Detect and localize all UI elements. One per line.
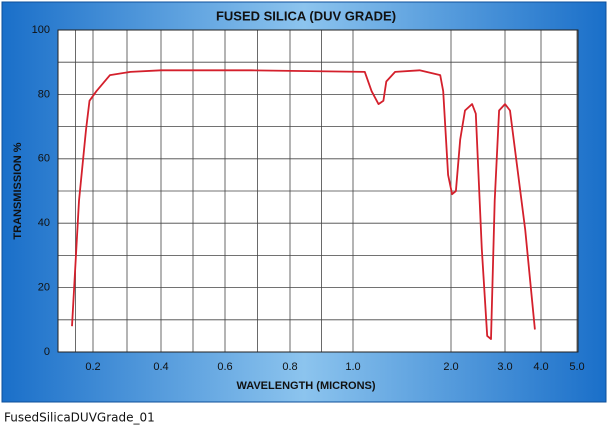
y-tick-label: 40 (38, 217, 50, 229)
y-tick-label: 80 (38, 88, 50, 100)
x-tick-label: 5.0 (569, 361, 584, 373)
y-tick-label: 0 (44, 346, 50, 358)
y-axis-label: TRANSMISSION % (12, 142, 24, 239)
x-tick-label: 2.0 (443, 361, 458, 373)
x-tick-label: 0.2 (85, 361, 100, 373)
y-tick-label: 20 (38, 282, 50, 294)
line (71, 69, 536, 340)
y-tick-label: 100 (32, 24, 50, 36)
x-tick-label: 0.8 (282, 361, 297, 373)
x-tick-label: 1.0 (345, 361, 360, 373)
plot-border (57, 29, 579, 353)
x-tick-label: 0.6 (217, 361, 232, 373)
x-axis-label: WAVELENGTH (MICRONS) (236, 380, 375, 392)
y-tick-label: 60 (38, 153, 50, 165)
x-tick-label: 0.4 (153, 361, 168, 373)
caption: FusedSilicaDUVGrade_01 (4, 411, 155, 425)
x-tick-label: 3.0 (497, 361, 512, 373)
x-tick-label: 4.0 (533, 361, 548, 373)
chart-title: FUSED SILICA (DUV GRADE) (216, 8, 396, 23)
